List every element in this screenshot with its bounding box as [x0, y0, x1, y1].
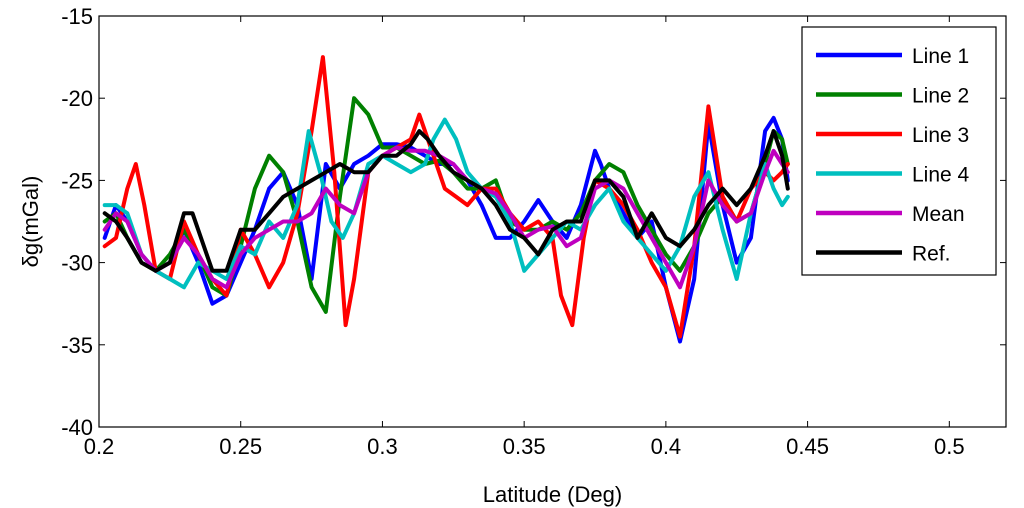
y-tick-label: -20	[61, 86, 93, 111]
series-layer	[102, 55, 790, 344]
y-tick-label: -25	[61, 168, 93, 193]
x-tick-label: 0.2	[84, 434, 115, 459]
x-tick-label: 0.4	[651, 434, 682, 459]
axes-frame	[98, 15, 1007, 428]
series-line-line-2	[102, 96, 790, 314]
ticks-layer: 0.2 0.25 0.3 0.35 0.4 0.45 0.5 -40 -35 -30 -25 -20 -…	[61, 4, 1006, 459]
y-tick-label: -35	[61, 333, 93, 358]
y-tick-label: -40	[61, 415, 93, 440]
legend-label: Line 1	[912, 45, 969, 68]
legend-label: Line 2	[912, 85, 969, 108]
legend-box	[801, 26, 997, 276]
legend-label: Line 3	[912, 124, 969, 147]
y-tick-label: -15	[61, 4, 93, 29]
series-line-line-3	[102, 55, 790, 339]
series-line-mean	[102, 145, 790, 290]
x-tick-label: 0.5	[934, 434, 965, 459]
x-tick-label: 0.35	[503, 434, 546, 459]
series-line-line-4	[102, 117, 790, 290]
legend: Line 1 Line 2 Line 3 Line 4 Mean Ref.	[801, 26, 997, 276]
series-line-ref	[102, 129, 790, 273]
legend-label: Line 4	[912, 164, 970, 187]
y-tick-label: -30	[61, 251, 93, 276]
x-tick-label: 0.3	[367, 434, 398, 459]
legend-label: Mean	[912, 203, 965, 226]
x-axis-title: Latitude (Deg)	[483, 482, 622, 507]
legend-label: Ref.	[912, 243, 951, 266]
y-axis-title: δg(mGal)	[18, 176, 43, 268]
x-tick-label: 0.25	[219, 434, 262, 459]
x-tick-label: 0.45	[786, 434, 829, 459]
